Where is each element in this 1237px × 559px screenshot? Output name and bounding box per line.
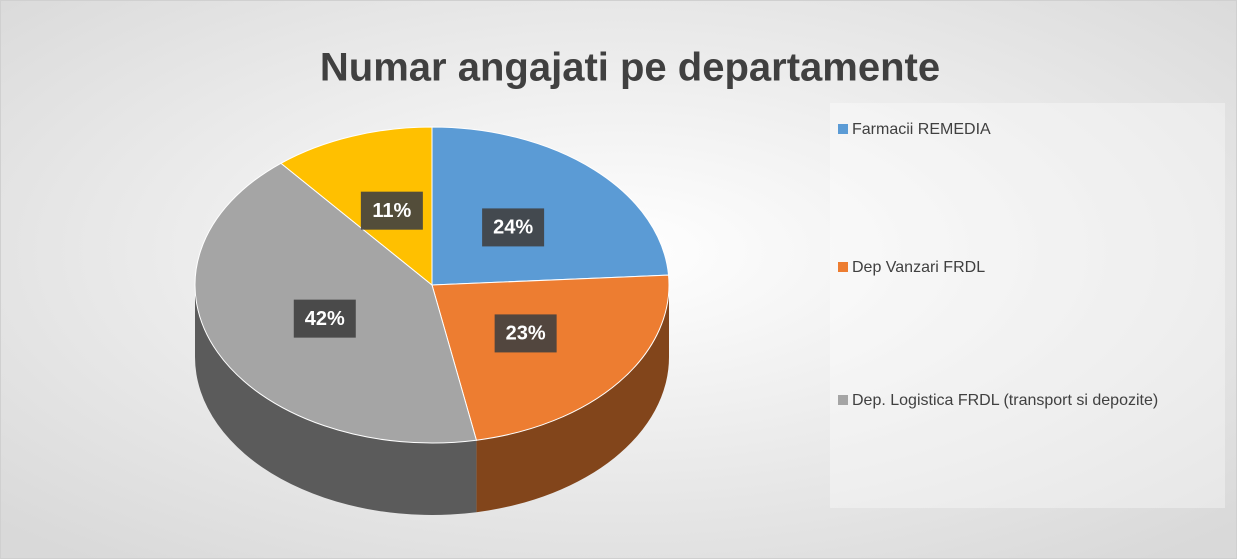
legend-item: Dep. Logistica FRDL (transport si depozi… bbox=[838, 388, 1212, 413]
legend-label: Dep Vanzari FRDL bbox=[852, 259, 986, 276]
pie-slice bbox=[280, 126, 433, 287]
pie-sides bbox=[195, 285, 669, 516]
data-label: 24% bbox=[493, 217, 533, 239]
data-label-box bbox=[494, 314, 557, 353]
legend-item: Dep Vanzari FRDL bbox=[838, 255, 1212, 280]
data-label: 42% bbox=[305, 308, 345, 330]
legend-swatch bbox=[838, 124, 848, 134]
data-label: 11% bbox=[372, 200, 411, 222]
legend-swatch bbox=[838, 262, 848, 272]
data-label-box bbox=[293, 299, 356, 338]
legend-swatch bbox=[838, 395, 848, 405]
data-label-box bbox=[360, 191, 423, 230]
pie-slice bbox=[431, 274, 670, 441]
data-label-box bbox=[482, 208, 545, 247]
legend-item: Farmacii REMEDIA bbox=[838, 117, 1212, 142]
data-label: 23% bbox=[506, 323, 546, 345]
legend-label: Farmacii REMEDIA bbox=[852, 121, 991, 138]
pie-side bbox=[476, 285, 669, 513]
chart-title: Numar angajati pe departamente bbox=[320, 46, 940, 90]
legend-label: Dep. Logistica FRDL (transport si depozi… bbox=[852, 392, 1159, 409]
pie-side bbox=[195, 285, 477, 516]
legend: Farmacii REMEDIA Dep Vanzari FRDL Dep. Log… bbox=[830, 103, 1225, 508]
